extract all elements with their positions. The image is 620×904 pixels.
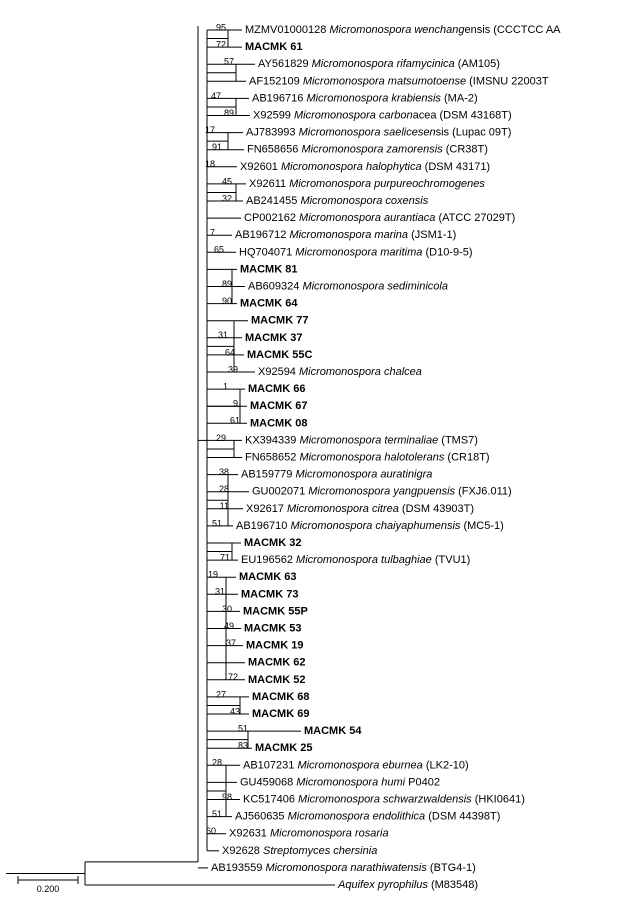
- bootstrap-value: 61: [230, 416, 240, 426]
- tip-label-reference: AB193559 Micromonospora narathiwatensis …: [211, 862, 476, 874]
- bootstrap-value: 57: [224, 57, 234, 67]
- tip-label-sample: MACMK 08: [250, 417, 307, 429]
- bootstrap-value: 98: [222, 792, 232, 802]
- tip-label-reference: AB241455 Micromonospora coxensis: [246, 195, 429, 207]
- bootstrap-value: 38: [219, 467, 229, 477]
- bootstrap-value: 1: [223, 381, 228, 391]
- tip-label-reference: GU459068 Micromonospora humi P0402: [240, 776, 440, 788]
- tip-label-reference: KX394339 Micromonospora terminaliae (TMS…: [245, 434, 478, 446]
- bootstrap-value: 90: [222, 296, 232, 306]
- bootstrap-value: 51: [238, 723, 248, 733]
- scale-bar-label: 0.200: [37, 884, 60, 894]
- tip-label-reference: X92611 Micromonospora purpureochromogene…: [249, 178, 485, 190]
- tip-label-reference: X92631 Micromonospora rosaria: [229, 828, 389, 840]
- bootstrap-value: 39: [228, 364, 238, 374]
- bootstrap-value: 30: [222, 604, 232, 614]
- tip-label-sample: MACMK 68: [252, 691, 309, 703]
- bootstrap-value: 45: [222, 176, 232, 186]
- bootstrap-value: 17: [205, 125, 215, 135]
- tip-label-reference: X92617 Micromonospora citrea (DSM 43903T…: [246, 503, 474, 515]
- bootstrap-value: 72: [216, 39, 226, 49]
- tip-label-reference: AJ560635 Micromonospora endolithica (DSM…: [235, 811, 500, 823]
- tip-label-reference: AB196712 Micromonospora marina (JSM1-1): [235, 229, 456, 241]
- tip-label-reference: FN658656 Micromonospora zamorensis (CR38…: [247, 144, 488, 156]
- tip-label-reference: FN658652 Micromonospora halotolerans (CR…: [245, 451, 490, 463]
- tip-label-sample: MACMK 64: [240, 298, 298, 310]
- tip-label-sample: MACMK 63: [239, 571, 296, 583]
- tip-label-sample: MACMK 62: [248, 657, 305, 669]
- bootstrap-value: 49: [224, 621, 234, 631]
- tip-label-sample: MACMK 69: [252, 708, 309, 720]
- bootstrap-value: 28: [212, 758, 222, 768]
- tip-label-reference: AB609324 Micromonospora sediminicola: [248, 280, 448, 292]
- bootstrap-value: 31: [215, 587, 225, 597]
- bootstrap-value: 7: [210, 228, 215, 238]
- tip-label-reference: AJ783993 Micromonospora saelicesensis (L…: [246, 127, 511, 139]
- tip-label-sample: MACMK 67: [250, 400, 307, 412]
- tip-label-sample: MACMK 81: [240, 263, 297, 275]
- bootstrap-value: 31: [218, 330, 228, 340]
- tip-label-sample: MACMK 55P: [243, 605, 308, 617]
- tip-label-sample: MACMK 55C: [247, 349, 312, 361]
- bootstrap-value: 72: [228, 672, 238, 682]
- tip-label-sample: MACMK 19: [246, 640, 303, 652]
- tip-label-reference: X92601 Micromonospora halophytica (DSM 4…: [240, 161, 490, 173]
- bootstrap-value: 64: [225, 347, 235, 357]
- tip-label-reference: AB107231 Micromonospora eburnea (LK2-10): [243, 759, 469, 771]
- bootstrap-value: 19: [208, 570, 218, 580]
- bootstrap-value: 37: [226, 638, 236, 648]
- bootstrap-value: 95: [216, 22, 226, 32]
- tip-label-reference: EU196562 Micromonospora tulbaghiae (TVU1…: [241, 554, 470, 566]
- tip-label-reference: MZMV01000128 Micromonospora wenchangensi…: [245, 24, 561, 36]
- tip-label-reference: Aquifex pyrophilus (M83548): [337, 879, 478, 891]
- tip-label-reference: AB196716 Micromonospora krabiensis (MA-2…: [252, 92, 478, 104]
- tip-label-reference: HQ704071 Micromonospora maritima (D10-9-…: [239, 246, 473, 258]
- tip-label-reference: X92599 Micromonospora carbonacea (DSM 43…: [253, 109, 512, 121]
- bootstrap-value: 18: [205, 159, 215, 169]
- bootstrap-value: 91: [212, 142, 222, 152]
- bootstrap-value: 32: [222, 193, 232, 203]
- bootstrap-value: 11: [220, 501, 229, 511]
- tip-label-reference: AB159779 Micromonospora auratinigra: [241, 469, 432, 481]
- bootstrap-value: 51: [212, 809, 222, 819]
- tip-label-reference: CP002162 Micromonospora aurantiaca (ATCC…: [244, 212, 515, 224]
- bootstrap-value: 29: [216, 433, 226, 443]
- tip-label-reference: AY561829 Micromonospora rifamycinica (AM…: [258, 58, 500, 70]
- bootstrap-value: 65: [214, 245, 224, 255]
- bootstrap-value: 27: [216, 689, 226, 699]
- tip-label-reference: AB196710 Micromonospora chaiyaphumensis …: [236, 520, 504, 532]
- tip-label-sample: MACMK 53: [244, 622, 301, 634]
- tip-label-reference: AF152109 Micromonospora matsumotoense (I…: [249, 75, 549, 87]
- bootstrap-value: 89: [224, 108, 234, 118]
- tip-label-sample: MACMK 61: [245, 41, 302, 53]
- tip-label-sample: MACMK 54: [304, 725, 362, 737]
- tip-label-sample: MACMK 52: [248, 674, 305, 686]
- bootstrap-value: 9: [233, 399, 238, 409]
- tip-label-sample: MACMK 25: [255, 742, 312, 754]
- tip-label-sample: MACMK 37: [245, 332, 302, 344]
- bootstrap-value: 60: [206, 826, 216, 836]
- tip-label-sample: MACMK 32: [244, 537, 301, 549]
- tip-label-reference: GU002071 Micromonospora yangpuensis (FXJ…: [252, 486, 512, 498]
- phylo-tree: MZMV01000128 Micromonospora wenchangensi…: [0, 0, 620, 904]
- bootstrap-value: 28: [219, 484, 229, 494]
- tip-label-reference: X92594 Micromonospora chalcea: [258, 366, 422, 378]
- tip-label-sample: MACMK 73: [241, 588, 298, 600]
- bootstrap-value: 83: [238, 741, 248, 751]
- bootstrap-value: 47: [211, 91, 221, 101]
- bootstrap-value: 51: [212, 518, 222, 528]
- tip-label-sample: MACMK 66: [248, 383, 305, 395]
- bootstrap-value: 89: [222, 279, 232, 289]
- tip-label-reference: KC517406 Micromonospora schwarzwaldensis…: [243, 793, 525, 805]
- bootstrap-value: 43: [230, 706, 240, 716]
- tip-label-sample: MACMK 77: [251, 315, 308, 327]
- bootstrap-value: 71: [220, 552, 230, 562]
- tip-label-reference: X92628 Streptomyces chersinia: [222, 845, 377, 857]
